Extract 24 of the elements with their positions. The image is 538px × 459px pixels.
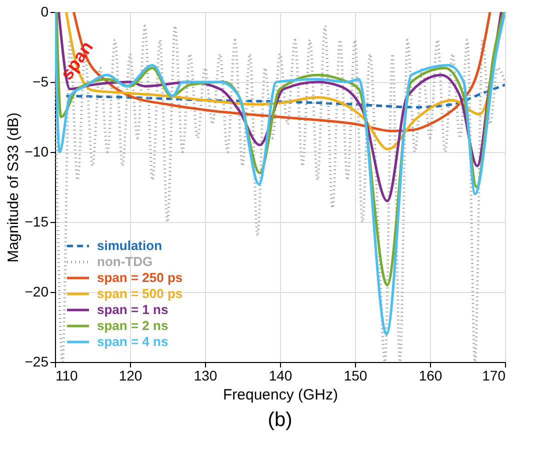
y-tick-label: −15 bbox=[24, 214, 49, 230]
x-tick-label: 130 bbox=[194, 368, 218, 384]
text: (b) bbox=[268, 409, 292, 431]
legend-label: span = 250 ps bbox=[97, 270, 183, 285]
x-tick-label: 160 bbox=[418, 368, 442, 384]
legend-label: simulation bbox=[97, 238, 162, 253]
line-series bbox=[65, 84, 505, 108]
y-tick-label: 0 bbox=[40, 4, 49, 20]
legend-label: span = 4 ns bbox=[97, 334, 168, 349]
legend-label: span = 500 ps bbox=[97, 286, 183, 301]
x-tick-label: 110 bbox=[56, 368, 78, 384]
x-tick-label: 120 bbox=[118, 368, 142, 384]
y-tick-label: −20 bbox=[24, 284, 49, 300]
x-tick-label: 150 bbox=[344, 368, 368, 384]
y-tick-label: −5 bbox=[32, 74, 49, 90]
y-tick-label: −25 bbox=[24, 354, 49, 370]
y-tick-label: −10 bbox=[24, 144, 49, 160]
y-axis-title: Magnitude of S33 (dB) bbox=[4, 112, 22, 263]
x-axis-title: Frequency (GHz) bbox=[222, 386, 338, 404]
x-tick-label: 170 bbox=[482, 368, 506, 384]
legend-label: span = 1 ns bbox=[97, 302, 168, 317]
x-tick-label: 140 bbox=[268, 368, 292, 384]
legend-label: span = 2 ns bbox=[97, 318, 168, 333]
legend-label: non-TDG bbox=[97, 254, 153, 269]
